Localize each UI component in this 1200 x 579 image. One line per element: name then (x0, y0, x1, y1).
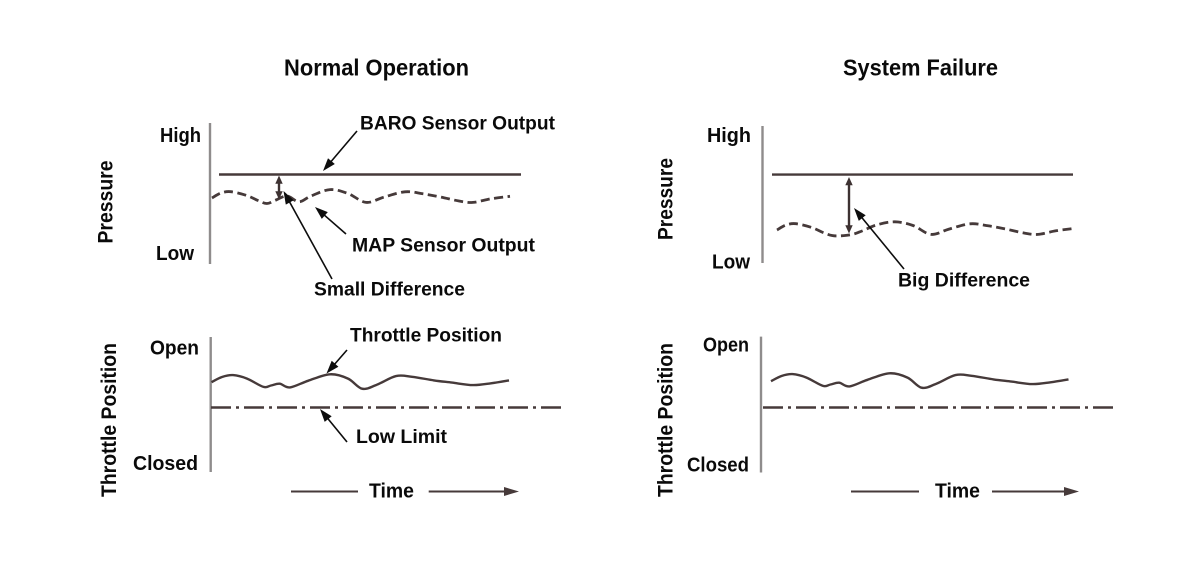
svg-text:BARO Sensor Output: BARO Sensor Output (360, 114, 556, 135)
svg-text:Open: Open (703, 335, 749, 357)
svg-text:Throttle Position: Throttle Position (350, 326, 502, 347)
svg-text:Pressure: Pressure (655, 158, 678, 240)
svg-text:Normal Operation: Normal Operation (284, 55, 469, 81)
svg-text:Low Limit: Low Limit (356, 427, 448, 448)
svg-text:System Failure: System Failure (843, 55, 998, 81)
svg-text:Time: Time (935, 481, 980, 503)
svg-text:Low: Low (156, 243, 194, 265)
svg-text:Low: Low (712, 252, 750, 274)
svg-text:Throttle Position: Throttle Position (98, 343, 121, 497)
svg-text:Big Difference: Big Difference (898, 271, 1030, 292)
svg-text:Open: Open (150, 338, 199, 360)
svg-text:Pressure: Pressure (95, 161, 118, 244)
svg-text:Closed: Closed (133, 453, 198, 475)
svg-text:High: High (707, 125, 751, 147)
svg-text:Closed: Closed (687, 455, 749, 477)
svg-text:Throttle Position: Throttle Position (655, 343, 678, 497)
svg-text:Small Difference: Small Difference (314, 280, 465, 301)
svg-text:High: High (160, 125, 201, 147)
svg-text:MAP Sensor Output: MAP Sensor Output (352, 236, 536, 257)
svg-text:Time: Time (369, 481, 414, 503)
